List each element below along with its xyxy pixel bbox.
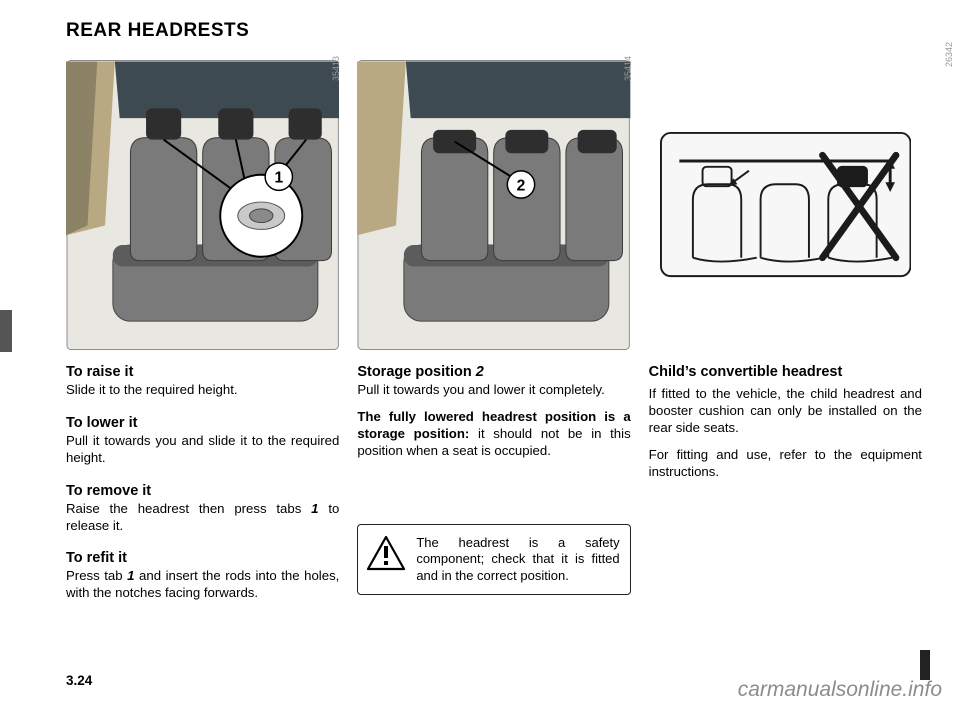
- remove-text-pre: Raise the headrest then press tabs: [66, 501, 311, 516]
- figure-right: [649, 56, 922, 354]
- warning-icon: [366, 535, 406, 571]
- warning-text: The headrest is a safety component; chec…: [416, 535, 619, 585]
- column-3: Child’s convertible headrest If fitted t…: [649, 56, 922, 618]
- remove-text: Raise the headrest then press tabs 1 to …: [66, 501, 339, 535]
- page-title: REAR HEADRESTS: [66, 20, 932, 42]
- raise-block: To raise it Slide it to the required hei…: [66, 364, 339, 399]
- lower-text: Pull it towards you and slide it to the …: [66, 433, 339, 467]
- storage-block: Storage position 2 Pull it towards you a…: [357, 364, 630, 460]
- raise-heading: To raise it: [66, 364, 339, 380]
- remove-text-ital: 1: [311, 501, 318, 516]
- storage-heading-pre: Storage position: [357, 364, 475, 380]
- warning-box: The headrest is a safety component; chec…: [357, 524, 630, 596]
- child-text2: For fitting and use, refer to the equipm…: [649, 447, 922, 481]
- callout-1-text: 1: [274, 170, 283, 187]
- section-tab: [0, 310, 12, 352]
- storage-text2: The fully lowered headrest position is a…: [357, 409, 630, 460]
- child-block: Child’s convertible headrest If fitted t…: [649, 364, 922, 480]
- remove-heading: To remove it: [66, 483, 339, 499]
- column-1: 35413: [66, 56, 339, 618]
- child-heading: Child’s convertible headrest: [649, 364, 922, 380]
- callout-2-text: 2: [517, 177, 526, 194]
- corner-mark-icon: [920, 650, 930, 680]
- refit-block: To refit it Press tab 1 and insert the r…: [66, 550, 339, 602]
- remove-block: To remove it Raise the headrest then pre…: [66, 483, 339, 535]
- watermark-text: carmanualsonline.info: [738, 678, 942, 702]
- storage-text1: Pull it towards you and lower it complet…: [357, 382, 630, 399]
- seat-illustration-mid: 2: [357, 56, 630, 354]
- raise-text: Slide it to the required height.: [66, 382, 339, 399]
- figure-left: 35413: [66, 56, 339, 354]
- storage-heading-ital: 2: [476, 364, 484, 380]
- manual-page: 26342 REAR HEADRESTS 35413: [0, 0, 960, 710]
- lower-heading: To lower it: [66, 415, 339, 431]
- figure-id-right: 26342: [944, 42, 954, 67]
- columns: 35413: [66, 56, 922, 618]
- refit-heading: To refit it: [66, 550, 339, 566]
- lower-block: To lower it Pull it towards you and slid…: [66, 415, 339, 467]
- storage-heading: Storage position 2: [357, 364, 630, 380]
- child-headrest-diagram: [660, 132, 911, 277]
- child-text1: If fitted to the vehicle, the child head…: [649, 386, 922, 437]
- refit-text-pre: Press tab: [66, 568, 127, 583]
- refit-text: Press tab 1 and insert the rods into the…: [66, 568, 339, 602]
- page-number: 3.24: [66, 673, 92, 688]
- seat-illustration-left: 1: [66, 56, 339, 354]
- figure-mid: 35414: [357, 56, 630, 354]
- figure-id-mid: 35414: [623, 56, 633, 81]
- column-2: 35414: [357, 56, 630, 618]
- figure-id-left: 35413: [331, 56, 341, 81]
